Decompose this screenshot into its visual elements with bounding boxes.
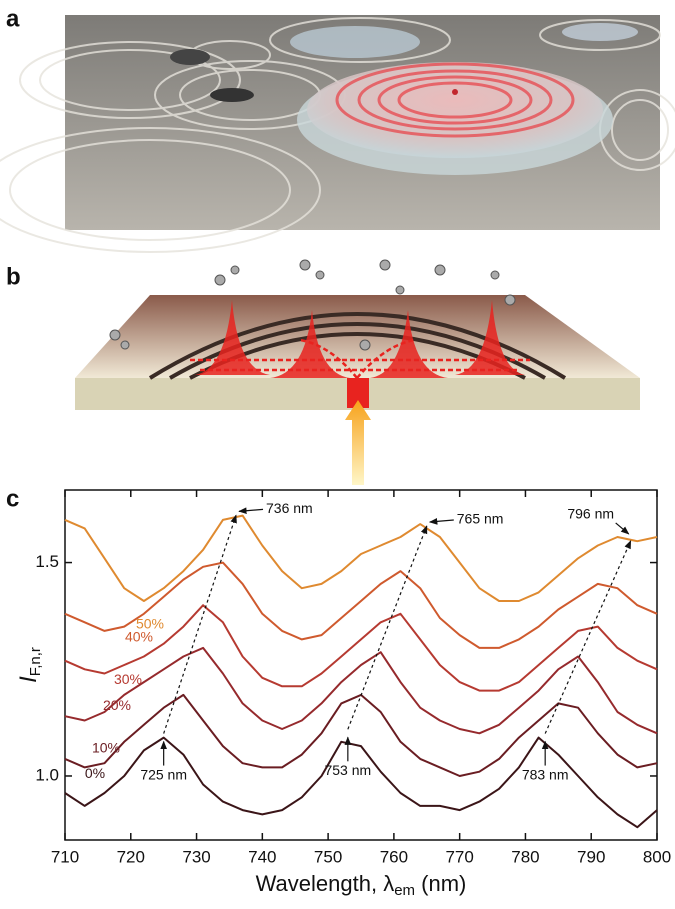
annotation-label: 753 nm [324,762,371,778]
x-tick-label: 750 [314,847,342,866]
shift-arrow [163,514,237,734]
x-tick-label: 710 [51,847,79,866]
x-axis-label-part: Wavelength, λ [256,871,395,896]
panel-label: c [6,485,19,512]
x-axis-label: Wavelength, λem (nm) [256,871,467,899]
x-tick-label: 730 [182,847,210,866]
x-tick-label: 790 [577,847,605,866]
plot-frame [64,489,658,841]
shift-arrow [347,525,428,730]
annotation-label: 736 nm [266,500,313,516]
annotation-arrow [428,518,454,525]
illustration-b [75,259,640,485]
series-line [64,646,658,735]
y-tick-label: 1.0 [35,765,59,784]
series-line [64,604,658,692]
shift-arrow [544,540,632,734]
illustration-a [0,15,675,253]
y-axis-label-part: F,n,r [27,647,44,676]
series-label: 50% [136,616,164,632]
annotation-label: 783 nm [522,766,569,782]
x-tick-label: 720 [117,847,145,866]
series-line [64,561,658,649]
series-label: 40% [125,628,153,644]
annotation-arrow [238,507,264,515]
y-axis-label-part: I [15,676,42,683]
series-line [64,736,658,829]
y-axis-label: IF,n,r [15,647,44,683]
annotation-label: 765 nm [457,511,504,527]
x-tick-label: 770 [445,847,473,866]
series-label: 20% [103,697,131,713]
x-tick-label: 740 [248,847,276,866]
spectra-plot [64,489,658,841]
panel-label: a [6,5,20,32]
x-tick-label: 780 [511,847,539,866]
annotation-label: 796 nm [567,506,614,522]
panel-label: b [6,263,21,290]
y-tick-label: 1.5 [35,552,59,571]
annotation-label: 725 nm [140,766,187,782]
x-tick-label: 760 [380,847,408,866]
x-axis-label-part: (nm) [415,871,466,896]
x-tick-label: 800 [643,847,671,866]
annotation-arrow [615,522,630,535]
series-label: 10% [92,739,120,755]
series-line [64,514,658,602]
x-axis-label-part: em [394,882,415,899]
series-label: 0% [85,765,105,781]
series-label: 30% [114,671,142,687]
